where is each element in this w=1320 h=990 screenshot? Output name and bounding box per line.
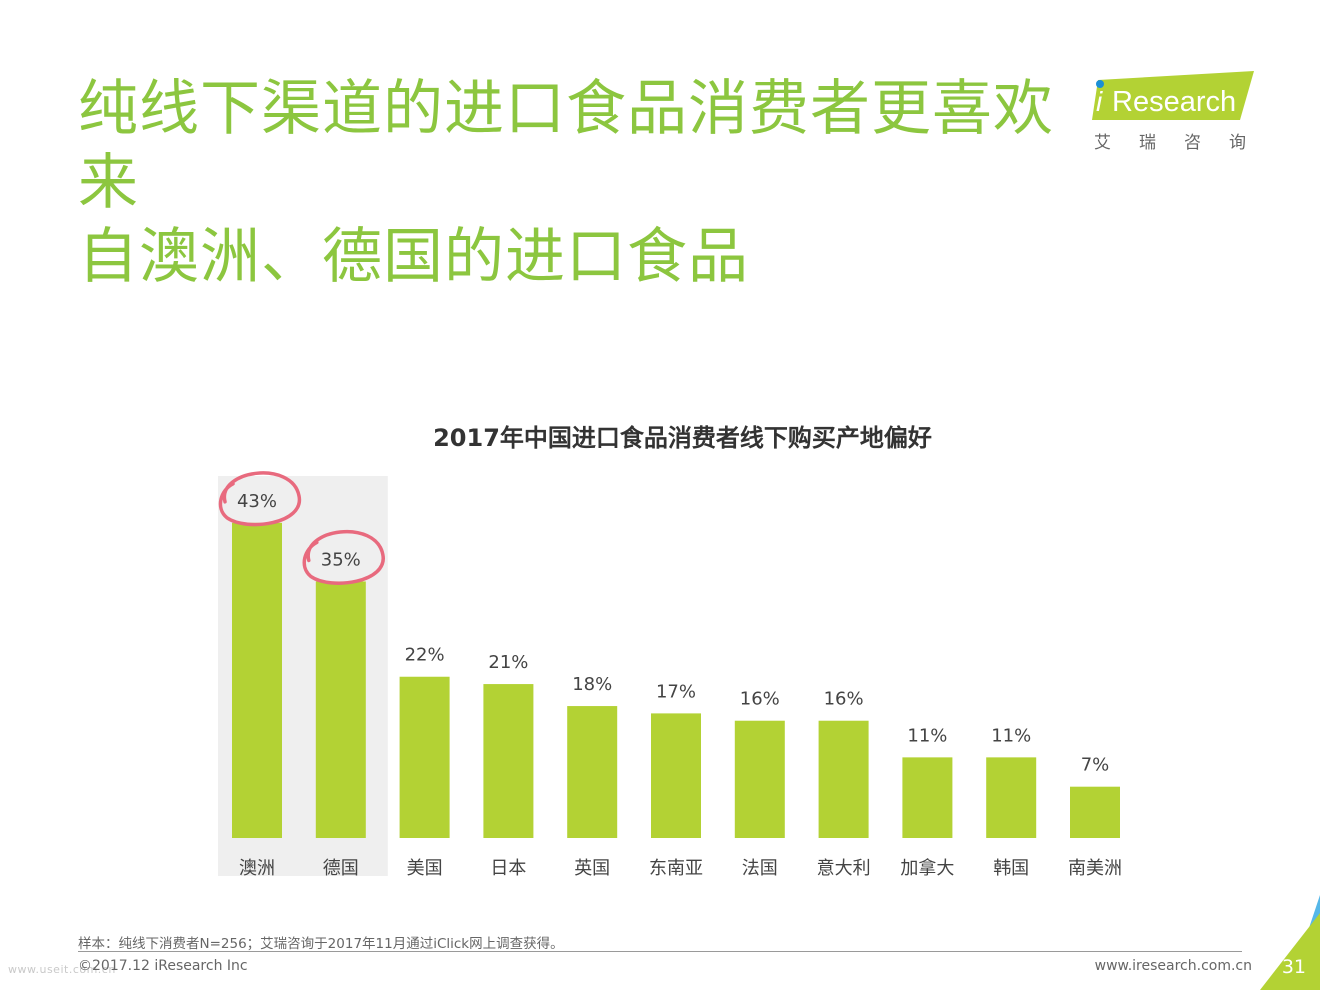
value-label-5: 18%	[572, 674, 612, 695]
bar-11	[1070, 786, 1120, 838]
bar-10	[986, 757, 1037, 838]
logo-subtitle: 艾瑞咨询	[1094, 133, 1274, 153]
category-label-10: 韩国	[993, 858, 1029, 879]
category-label-4: 日本	[490, 858, 526, 879]
value-label-6: 17%	[656, 681, 696, 702]
website-link[interactable]: www.iresearch.com.cn	[1094, 958, 1252, 974]
logo-dot-icon	[1096, 80, 1104, 88]
highlight-circle-1	[218, 471, 301, 527]
bar-7	[734, 720, 785, 838]
category-label-1: 澳洲	[239, 858, 275, 879]
category-label-7: 法国	[742, 858, 778, 879]
footer-divider	[78, 951, 1242, 952]
value-label-1: 43%	[237, 491, 277, 512]
category-label-11: 南美洲	[1068, 858, 1122, 879]
value-label-7: 16%	[740, 689, 780, 710]
category-label-8: 意大利	[817, 858, 871, 879]
value-label-9: 11%	[907, 725, 947, 746]
value-label-11: 7%	[1081, 755, 1110, 776]
logo-shape	[1092, 71, 1254, 120]
value-label-8: 16%	[824, 689, 864, 710]
watermark: www.useit.com.cn	[8, 963, 116, 976]
chart-title: 2017年中国进口食品消费者线下购买产地偏好	[433, 424, 932, 452]
bar-4	[483, 684, 534, 838]
bar-2	[315, 581, 366, 838]
page-title: 纯线下渠道的进口食品消费者更喜欢来 自澳洲、德国的进口食品	[78, 72, 1088, 294]
sample-note: 样本：纯线下消费者N=256；艾瑞咨询于2017年11月通过iClick网上调查…	[78, 936, 564, 952]
bar-5	[567, 706, 618, 838]
corner-decoration	[1260, 895, 1320, 990]
highlight-circle-2	[302, 529, 385, 585]
value-label-10: 11%	[991, 725, 1031, 746]
logo-brand: Research	[1112, 86, 1236, 118]
logo-prefix: i	[1096, 86, 1103, 117]
page-title-line1: 纯线下渠道的进口食品消费者更喜欢来	[78, 74, 1054, 218]
category-label-5: 英国	[574, 858, 610, 879]
category-label-3: 美国	[407, 858, 443, 879]
category-label-2: 德国	[323, 858, 359, 879]
category-label-9: 加拿大	[900, 857, 954, 879]
category-label-6: 东南亚	[649, 858, 703, 879]
bar-1	[232, 522, 282, 838]
page-title-line2: 自澳洲、德国的进口食品	[78, 222, 749, 292]
iresearch-logo: i Research	[1090, 68, 1260, 158]
copyright: ©2017.12 iResearch Inc	[78, 958, 248, 974]
bar-9	[902, 757, 953, 838]
page-number: 31	[1281, 956, 1306, 978]
bar-6	[651, 713, 701, 838]
value-label-4: 21%	[488, 652, 528, 673]
value-label-3: 22%	[405, 645, 445, 666]
bar-8	[818, 720, 869, 838]
bar-3	[399, 676, 450, 838]
value-label-2: 35%	[321, 549, 361, 570]
